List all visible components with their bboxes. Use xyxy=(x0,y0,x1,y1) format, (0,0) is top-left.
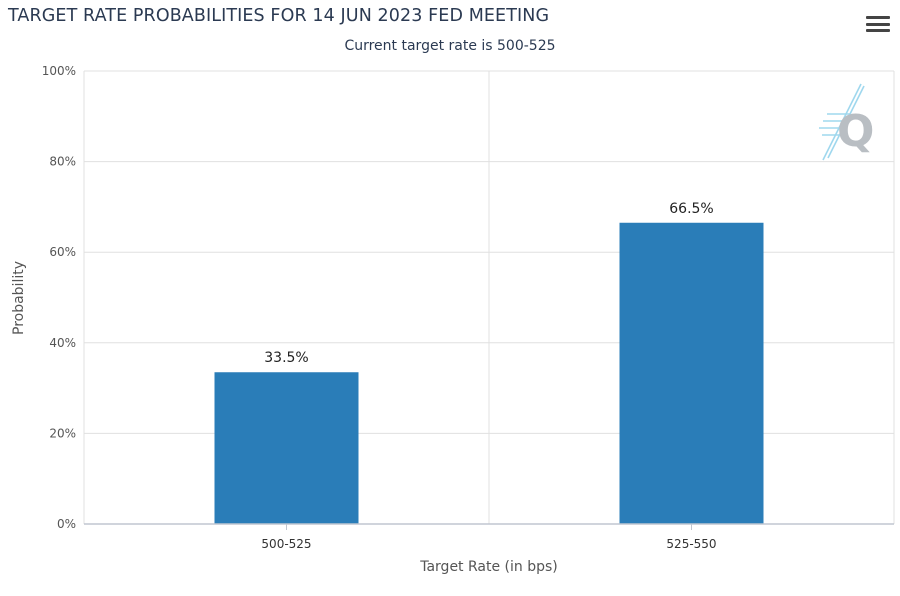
data-label: 66.5% xyxy=(669,201,713,217)
y-axis-ticks: 0% 20% 40% 60% 80% 100% xyxy=(42,64,76,531)
y-tick-label: 40% xyxy=(49,336,76,350)
y-tick-label: 0% xyxy=(57,517,76,531)
chart-title: TARGET RATE PROBABILITIES FOR 14 JUN 202… xyxy=(8,6,550,26)
bar-525-550[interactable] xyxy=(619,222,764,524)
y-axis-title: Probability xyxy=(11,261,27,335)
bar-500-525[interactable] xyxy=(214,372,359,524)
y-tick-label: 20% xyxy=(49,426,76,440)
x-axis-ticks: 500-525 525-550 xyxy=(261,524,717,551)
chart-subtitle: Current target rate is 500-525 xyxy=(344,38,556,54)
bars xyxy=(214,222,764,524)
x-tick-label: 525-550 xyxy=(666,537,716,551)
gridlines xyxy=(83,70,895,524)
y-tick-label: 80% xyxy=(49,155,76,169)
data-labels: 33.5% 66.5% xyxy=(264,201,713,366)
x-axis-title: Target Rate (in bps) xyxy=(419,559,558,575)
data-label: 33.5% xyxy=(264,350,308,366)
y-tick-label: 60% xyxy=(49,245,76,259)
y-tick-label: 100% xyxy=(42,64,76,78)
hamburger-menu-icon[interactable] xyxy=(866,16,890,38)
logo-icon: Q xyxy=(819,83,874,161)
x-tick-label: 500-525 xyxy=(261,537,311,551)
logo-letter: Q xyxy=(837,106,874,157)
